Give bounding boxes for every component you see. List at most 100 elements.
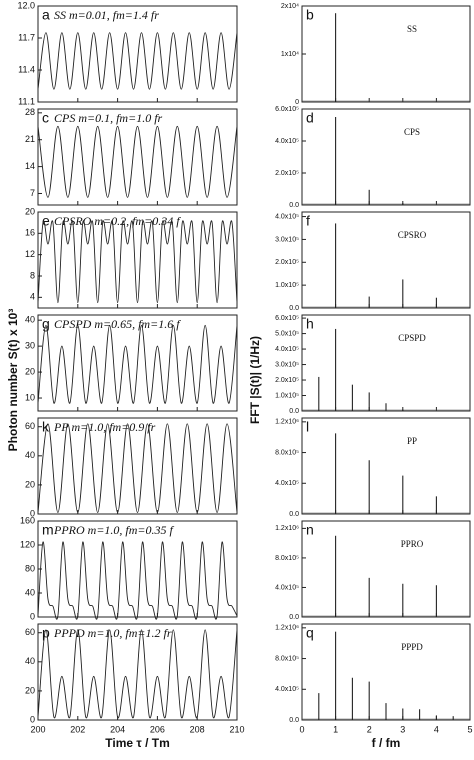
y-tick-label: 160 <box>20 515 35 525</box>
panel-title: PPPD m=1.0, fm=1.2 fr <box>53 626 172 640</box>
plot-frame <box>301 108 471 206</box>
panel-letter: l <box>306 419 309 435</box>
y-tick-label: 0 <box>30 611 35 621</box>
panel-letter: a <box>42 7 50 23</box>
plot-frame <box>37 5 238 103</box>
left-y-label: Photon number S(t) x 10³ <box>6 309 20 452</box>
panel-title: PP m=1.0, fm=0.9 fr <box>53 420 156 434</box>
y-tick-label: 0.0 <box>289 614 299 621</box>
panel-letter: q <box>306 625 314 641</box>
plot-frame <box>37 211 238 309</box>
y-tick-label: 11.1 <box>18 96 35 106</box>
y-tick-label: 8 <box>30 270 35 280</box>
signal-line <box>37 629 238 719</box>
right-y-label: FFT |S(t)| (1/Hz) <box>248 336 262 424</box>
y-tick-label: 20 <box>25 685 35 695</box>
y-tick-label: 6.0x10⁵ <box>275 106 299 113</box>
y-tick-label: 40 <box>25 315 35 325</box>
plot-frame <box>37 314 238 412</box>
x-tick-label: 2 <box>367 724 372 734</box>
plot-frame <box>301 211 471 309</box>
panel-letter: e <box>42 213 50 229</box>
panel-letter: m <box>42 522 54 538</box>
panel-letter: k <box>42 419 50 435</box>
panel-title: PPRO m=1.0, fm=0.35 f <box>53 523 175 537</box>
panel-label: PPPD <box>401 642 423 652</box>
x-tick-label: 200 <box>30 724 45 734</box>
panel-letter: c <box>42 110 49 126</box>
y-tick-label: 4.0x10⁵ <box>275 686 299 693</box>
y-tick-label: 11.7 <box>18 32 35 42</box>
signal-line <box>37 541 238 620</box>
panel-title: CPSPD m=0.65, fm=1.6 f <box>54 317 181 331</box>
plot-frame <box>301 314 471 412</box>
panel-label: PP <box>407 436 417 446</box>
plot-frame <box>301 520 471 618</box>
y-tick-label: 8.0x10⁵ <box>275 655 299 662</box>
panel-title: SS m=0.01, fm=1.4 fr <box>54 8 159 22</box>
y-tick-label: 60 <box>25 627 35 637</box>
panel-letter: n <box>306 522 314 538</box>
x-tick-label: 1 <box>333 724 338 734</box>
x-tick-label: 3 <box>400 724 405 734</box>
panel-letter: f <box>306 213 310 229</box>
y-tick-label: 4.0x10⁵ <box>275 138 299 145</box>
signal-line <box>37 125 238 198</box>
y-tick-label: 20 <box>25 366 35 376</box>
y-tick-label: 4.0x10⁵ <box>275 584 299 591</box>
panel-letter: h <box>306 316 314 332</box>
y-tick-label: 2x10⁴ <box>281 3 299 10</box>
panel-label: CPS <box>404 127 420 137</box>
panel-label: PPRO <box>401 539 424 549</box>
x-tick-label: 204 <box>110 724 125 734</box>
y-tick-label: 4 <box>30 292 35 302</box>
y-tick-label: 0.0 <box>289 305 299 312</box>
y-tick-label: 1.2x10⁶ <box>275 419 299 426</box>
y-tick-label: 40 <box>25 656 35 666</box>
y-tick-label: 11.4 <box>18 64 35 74</box>
plot-frame <box>37 108 238 206</box>
panel-label: SS <box>407 24 417 34</box>
x-tick-label: 5 <box>467 724 472 734</box>
y-tick-label: 4.0x10⁵ <box>275 480 299 487</box>
panel-title: CPS m=0.1, fm=1.0 fr <box>54 111 163 125</box>
panel-title: CPSRO m=0.2, fm=0.34 f <box>54 214 181 228</box>
y-tick-label: 5.0x10⁵ <box>275 330 299 337</box>
panel-letter: d <box>306 110 314 126</box>
y-tick-label: 2.0x10⁵ <box>275 170 299 177</box>
y-tick-label: 14 <box>25 161 35 171</box>
y-tick-label: 4.0x10⁵ <box>275 213 299 220</box>
y-tick-label: 2.0x10⁵ <box>275 377 299 384</box>
y-tick-label: 3.0x10⁵ <box>275 361 299 368</box>
panel-letter: b <box>306 7 314 23</box>
x-tick-label: 208 <box>190 724 205 734</box>
y-tick-label: 0 <box>295 99 299 106</box>
y-tick-label: 8.0x10⁵ <box>275 449 299 456</box>
x-axis-label: f / fm <box>372 736 401 750</box>
signal-line <box>37 32 238 90</box>
y-tick-label: 3.0x10⁵ <box>275 236 299 243</box>
y-tick-label: 2.0x10⁵ <box>275 259 299 266</box>
y-tick-label: 7 <box>30 188 35 198</box>
x-tick-label: 206 <box>150 724 165 734</box>
y-tick-label: 80 <box>25 563 35 573</box>
x-tick-label: 0 <box>299 724 304 734</box>
y-tick-label: 0.0 <box>289 202 299 209</box>
y-tick-label: 1.2x10⁶ <box>275 525 299 532</box>
x-tick-label: 210 <box>229 724 244 734</box>
y-tick-label: 40 <box>25 587 35 597</box>
y-tick-label: 8.0x10⁵ <box>275 555 299 562</box>
y-tick-label: 20 <box>25 479 35 489</box>
y-tick-label: 4.0x10⁵ <box>275 346 299 353</box>
y-tick-label: 1.0x10⁵ <box>275 282 299 289</box>
x-tick-label: 202 <box>70 724 85 734</box>
signal-line <box>37 220 238 304</box>
x-axis-label: Time τ / Tm <box>105 736 169 750</box>
y-tick-label: 30 <box>25 341 35 351</box>
signal-line <box>37 324 238 404</box>
y-tick-label: 16 <box>25 228 35 238</box>
y-tick-label: 60 <box>25 421 35 431</box>
panel-label: CPSPD <box>398 333 426 343</box>
y-tick-label: 0 <box>30 714 35 724</box>
y-tick-label: 0 <box>30 508 35 518</box>
